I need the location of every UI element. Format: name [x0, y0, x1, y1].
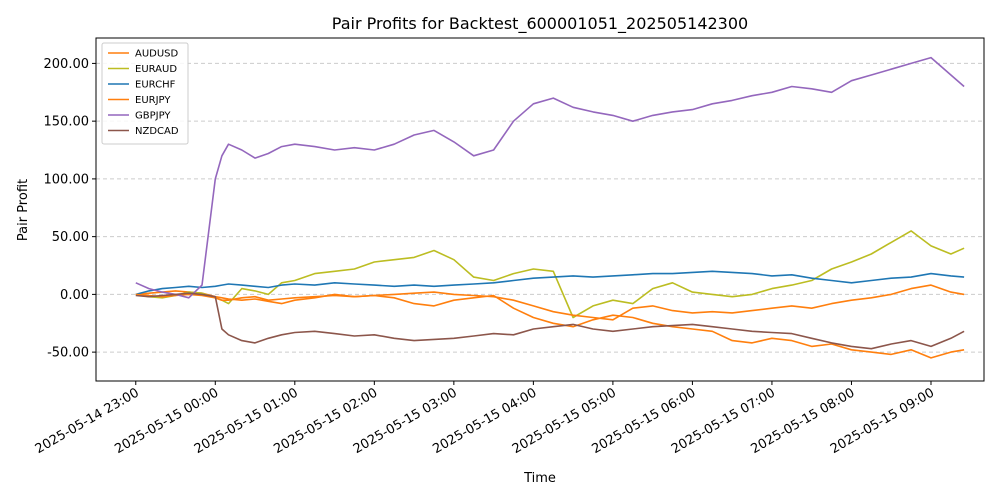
- y-tick-label: 200.00: [44, 57, 90, 72]
- series-lines: [135, 56, 965, 359]
- legend-label: EURJPY: [135, 95, 171, 106]
- y-tick-label: -50.00: [47, 346, 89, 361]
- series-line-eurchf: [135, 270, 965, 296]
- y-tick-label: 50.00: [52, 230, 89, 245]
- series-line-gbpjpy: [135, 56, 965, 299]
- grid-lines: [96, 62, 984, 353]
- y-tick-label: 100.00: [44, 172, 90, 187]
- series-line-eurjpy: [135, 284, 965, 321]
- legend-label: EURCHF: [135, 80, 176, 91]
- plot-frame: [95, 37, 985, 382]
- series-line-audusd: [135, 290, 965, 359]
- chart-title: Pair Profits for Backtest_600001051_2025…: [332, 14, 748, 34]
- y-tick-label: 0.00: [60, 288, 89, 303]
- x-axis-label: Time: [523, 471, 556, 486]
- series-line-euraud: [135, 230, 965, 319]
- legend-label: NZDCAD: [135, 126, 179, 137]
- legend-label: GBPJPY: [135, 111, 171, 122]
- series-line-nzdcad: [135, 292, 965, 350]
- y-axis: -50.00 0.00 50.00 100.00 150.00 200.00: [44, 57, 96, 361]
- legend-label: AUDUSD: [135, 49, 179, 60]
- legend: AUDUSD EURAUD EURCHF EURJPY GBPJPY NZDCAD: [101, 42, 189, 145]
- y-tick-label: 150.00: [44, 115, 90, 130]
- y-axis-label: Pair Profit: [16, 179, 31, 241]
- legend-label: EURAUD: [135, 64, 177, 75]
